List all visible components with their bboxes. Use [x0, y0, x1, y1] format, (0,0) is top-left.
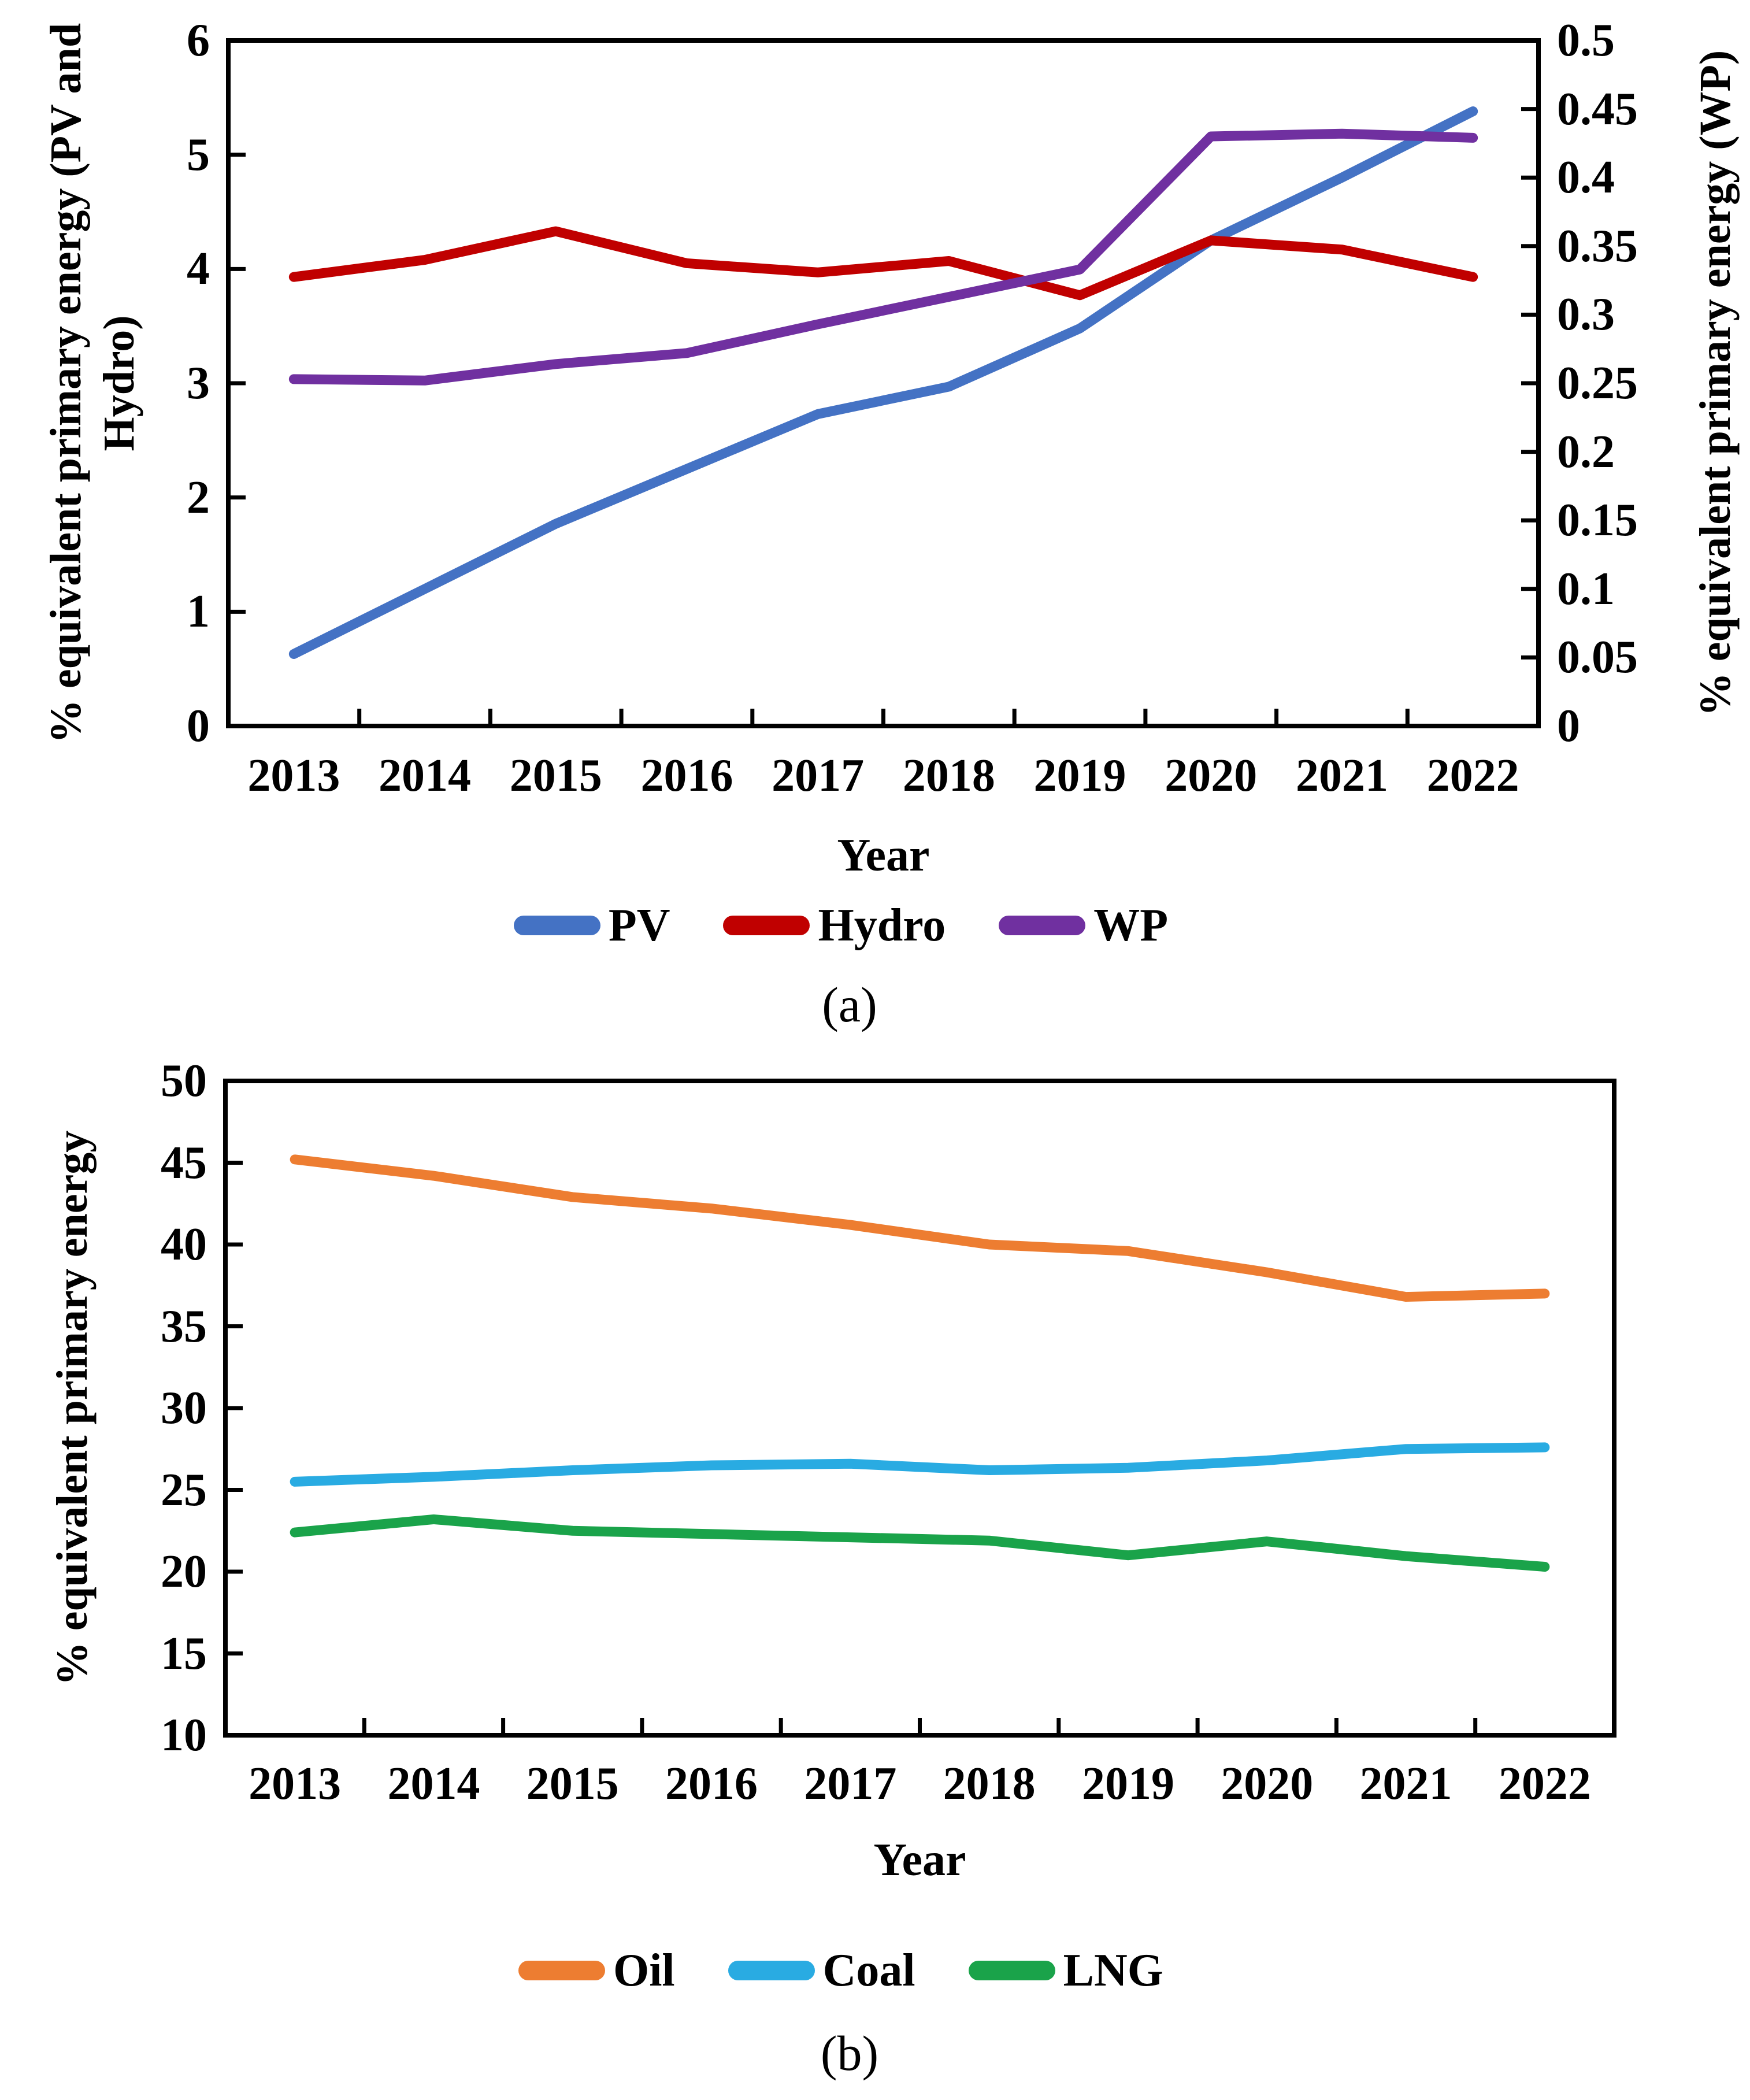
chart-a-left-tick-label: 5 [187, 129, 210, 180]
chart-a-right-tick-label: 0 [1557, 701, 1580, 751]
chart-b-x-tick-label: 2021 [1359, 1758, 1452, 1809]
chart-b-left-tick-label: 20 [161, 1546, 207, 1597]
chart-b-series-coal-line [290, 1442, 1550, 1487]
legend-label-coal: Coal [822, 1945, 915, 1996]
wp-line-swatch [999, 916, 1086, 935]
chart-b-x-tick-label: 2013 [249, 1758, 342, 1809]
legend-item-oil: Oil [518, 1945, 675, 1997]
chart-a-series-hydro-line [288, 226, 1478, 301]
legend-label-lng: LNG [1063, 1945, 1164, 1996]
chart-b-x-tick-label: 2017 [804, 1758, 897, 1809]
chart-a-left-tick-label: 2 [187, 472, 210, 523]
chart-a-x-tick-label: 2014 [379, 750, 472, 801]
chart-a-x-tick-label: 2020 [1165, 750, 1258, 801]
chart-b-series-lng-line [290, 1514, 1550, 1572]
chart-b-left-tick-label: 30 [161, 1383, 207, 1434]
chart-b-left-tick-label: 10 [161, 1710, 207, 1761]
chart-b-caption: (b) [820, 2025, 879, 2081]
chart-a-x-tick-label: 2017 [772, 750, 865, 801]
legend-item-lng: LNG [968, 1945, 1164, 1997]
chart-a-series-pv-line [288, 106, 1478, 659]
chart-a-left-tick-label: 6 [187, 15, 210, 66]
chart-a-left-tick-label: 0 [187, 701, 210, 751]
legend-label-wp: WP [1093, 900, 1169, 951]
chart-b-x-tick-label: 2015 [526, 1758, 619, 1809]
chart-b-x-axis-title: Year [873, 1835, 966, 1886]
chart-a-right-axis-title: % equivalent primary energy (WP) [1691, 50, 1740, 717]
chart-b-legend: Oil Coal LNG [0, 1945, 1682, 1997]
chart-a-x-tick-label: 2013 [247, 750, 340, 801]
chart-a-left-axis-title: % equivalent primary energy (PV and Hydr… [39, 0, 146, 788]
chart-a-right-tick-label: 0.4 [1557, 152, 1615, 203]
chart-a-right-tick-label: 0.05 [1557, 632, 1638, 683]
chart-a-x-tick-label: 2015 [509, 750, 602, 801]
chart-a-right-tick-label: 0.45 [1557, 83, 1638, 135]
chart-b-left-tick-label: 45 [161, 1137, 207, 1188]
chart-a-series-wp-line [288, 128, 1478, 386]
legend-item-coal: Coal [728, 1945, 915, 1997]
chart-a-left-tick-label: 1 [187, 586, 210, 638]
oil-line-swatch [518, 1961, 605, 1980]
chart-b-x-tick-label: 2019 [1081, 1758, 1174, 1809]
chart-a-left-tick-label: 3 [187, 358, 210, 409]
chart-b-left-axis-title: % equivalent primary energy [48, 1130, 97, 1686]
chart-b-left-tick-label: 50 [161, 1055, 207, 1106]
chart-a-caption: (a) [822, 977, 877, 1032]
chart-b-x-tick-label: 2022 [1498, 1758, 1591, 1809]
legend-label-oil: Oil [613, 1945, 675, 1996]
chart-a-right-tick-label: 0.3 [1557, 289, 1615, 340]
legend-label-pv: PV [608, 900, 670, 951]
chart-a-x-tick-label: 2018 [902, 750, 995, 801]
chart-a-x-tick-label: 2019 [1033, 750, 1126, 801]
legend-label-hydro: Hydro [818, 900, 946, 951]
chart-a-left-axis-title-line2: Hydro) [95, 315, 143, 451]
chart-b-x-tick-label: 2018 [943, 1758, 1036, 1809]
legend-item-wp: WP [999, 899, 1168, 951]
chart-b-x-tick-label: 2014 [387, 1758, 480, 1809]
chart-a-x-tick-label: 2016 [640, 750, 733, 801]
legend-item-pv: PV [513, 899, 670, 951]
chart-b-left-tick-label: 35 [161, 1301, 207, 1352]
chart-b-left-tick-label: 15 [161, 1628, 207, 1679]
chart-a-legend: PV Hydro WP [0, 899, 1682, 951]
legend-item-hydro: Hydro [723, 899, 946, 951]
chart-a-right-tick-label: 0.35 [1557, 220, 1638, 272]
chart-a-right-tick-label: 0.15 [1557, 495, 1638, 546]
coal-line-swatch [728, 1961, 815, 1980]
chart-b-left-tick-label: 40 [161, 1219, 207, 1270]
chart-a-right-tick-label: 0.5 [1557, 15, 1615, 66]
hydro-line-swatch [723, 916, 810, 935]
chart-b-left-tick-label: 25 [161, 1464, 207, 1516]
lng-line-swatch [968, 1961, 1055, 1980]
chart-a-right-tick-label: 0.25 [1557, 358, 1638, 409]
chart-a-x-tick-label: 2021 [1295, 750, 1388, 801]
chart-a-left-axis-title-line1: % equivalent primary energy (PV and [42, 23, 90, 744]
chart-a-right-tick-label: 0.2 [1557, 426, 1615, 477]
chart-a-left-tick-label: 4 [187, 243, 210, 295]
chart-a-x-axis-title: Year [837, 830, 930, 881]
chart-b-x-tick-label: 2020 [1221, 1758, 1314, 1809]
chart-a-x-tick-label: 2022 [1426, 750, 1519, 801]
pv-line-swatch [513, 916, 600, 935]
chart-a-right-tick-label: 0.1 [1557, 563, 1615, 614]
chart-b-x-tick-label: 2016 [665, 1758, 758, 1809]
chart-b-series-oil-line [290, 1154, 1550, 1302]
